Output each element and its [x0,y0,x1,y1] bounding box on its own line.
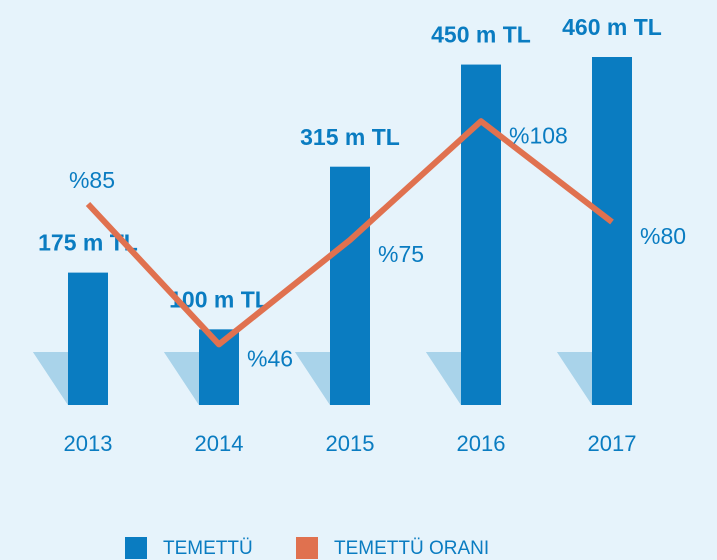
legend-label: TEMETTÜ ORANI [334,538,489,559]
line-value-label: %80 [640,223,686,249]
bar-shadow [164,352,199,405]
bar [461,64,501,405]
x-tick-label: 2017 [588,431,637,456]
bar [68,272,108,405]
bar-shadow [426,352,461,405]
x-tick-label: 2014 [195,431,244,456]
bar [592,57,632,405]
line-value-label: %75 [378,241,424,267]
bar-value-label: 460 m TL [562,14,662,40]
bar [330,166,370,405]
bar-shadow [33,352,68,405]
bar-value-label: 315 m TL [300,124,400,150]
bar-value-label: 450 m TL [431,22,531,48]
legend-swatch [296,537,318,559]
line-value-label: %46 [247,345,293,371]
x-tick-label: 2013 [64,431,113,456]
line-value-label: %108 [509,122,568,148]
bar-shadow [295,352,330,405]
bar-shadow [557,352,592,405]
line-value-label: %85 [69,167,115,193]
legend-swatch [125,537,147,559]
line [85,118,614,348]
legend-label: TEMETTÜ [163,538,253,559]
x-tick-label: 2015 [326,431,375,456]
x-tick-label: 2016 [457,431,506,456]
